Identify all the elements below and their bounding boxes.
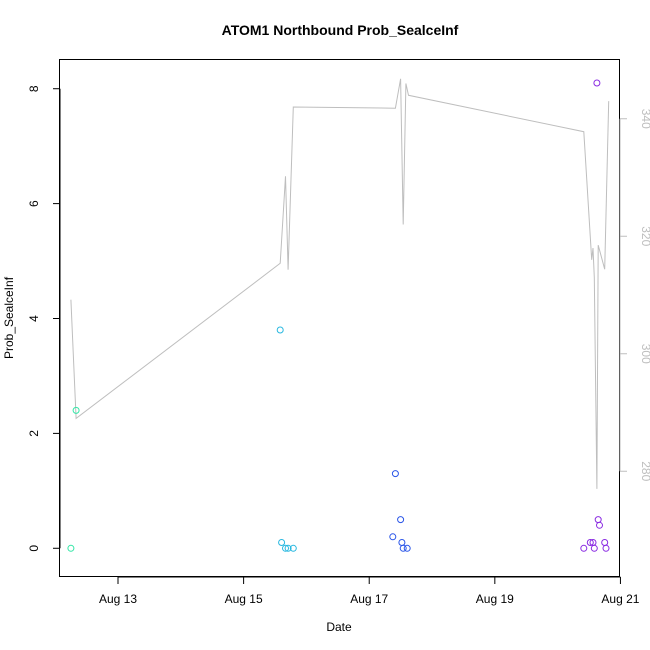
y-axis-left: 0 2 4 6 8 (27, 85, 61, 552)
x-axis-label: Date (326, 620, 352, 634)
scatter-point (276, 326, 284, 334)
x-tick-label: Aug 17 (350, 592, 388, 606)
y-tick-label: 2 (27, 430, 41, 437)
scatter-points-layer (67, 79, 610, 552)
x-axis: Aug 13 Aug 15 Aug 17 Aug 19 Aug 21 (99, 576, 640, 606)
x-tick-label: Aug 15 (225, 592, 263, 606)
scatter-point (278, 539, 286, 546)
scatter-point (284, 544, 292, 552)
y2-tick-label: 280 (639, 461, 650, 481)
scatter-point (586, 539, 594, 546)
y-tick-label: 0 (27, 545, 41, 552)
scatter-point (590, 544, 598, 552)
x-tick-label: Aug 13 (99, 592, 137, 606)
plot-frame (59, 59, 620, 577)
x-tick-label: Aug 19 (476, 592, 514, 606)
y2-tick-label: 300 (639, 344, 650, 364)
scatter-point (602, 544, 610, 552)
y-tick-label: 8 (27, 85, 41, 92)
scatter-point (594, 516, 602, 524)
scatter-point (289, 544, 297, 552)
line-series-layer (70, 78, 610, 489)
scatter-point (398, 539, 406, 546)
y-axis-right: 280 300 320 340 (619, 109, 650, 482)
scatter-point (601, 539, 609, 546)
y2-tick-label: 320 (639, 226, 650, 246)
scatter-point (580, 544, 588, 552)
scatter-point (399, 544, 407, 552)
chart-title: ATOM1 Northbound Prob_SealceInf (222, 22, 459, 38)
scatter-point (72, 406, 80, 414)
y-axis-label: Prob_SealceInf (2, 276, 16, 359)
y-tick-label: 4 (27, 315, 41, 322)
y2-tick-label: 340 (639, 109, 650, 129)
scatter-point (67, 544, 75, 552)
x-tick-label: Aug 21 (601, 592, 639, 606)
scatter-point (397, 516, 405, 524)
scatter-point (596, 521, 603, 529)
line-series (70, 78, 610, 489)
scatter-point (593, 79, 601, 87)
scatter-point (391, 470, 399, 478)
scatter-point (282, 544, 289, 552)
scatter-point (389, 533, 397, 541)
y-tick-label: 6 (27, 200, 41, 207)
scatter-point (403, 544, 411, 552)
